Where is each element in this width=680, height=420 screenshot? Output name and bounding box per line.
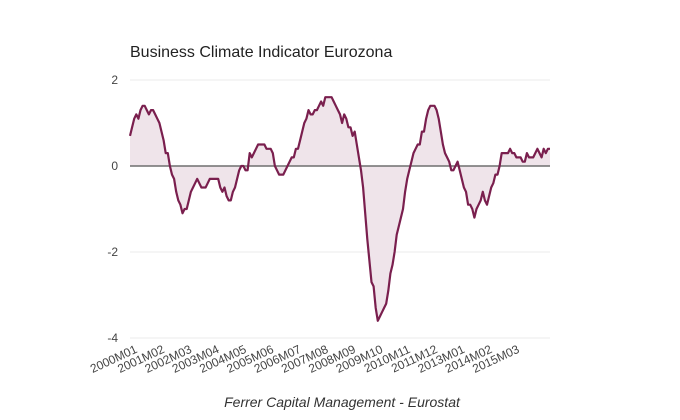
y-axis-ticks: 2 0 -2 -4 <box>107 73 118 345</box>
y-tick-label: -2 <box>107 245 118 259</box>
plot-area <box>128 96 551 322</box>
grid-lines <box>130 79 550 339</box>
chart-caption: Ferrer Capital Management - Eurostat <box>224 394 461 410</box>
y-tick-label: -4 <box>107 331 118 345</box>
x-axis-ticks: 2000M012001M022002M032003M042004M052005M… <box>88 342 522 376</box>
y-tick-label: 2 <box>111 73 118 87</box>
y-tick-label: 0 <box>111 159 118 173</box>
chart-title: Business Climate Indicator Eurozona <box>130 44 392 61</box>
area-fill <box>130 97 550 321</box>
